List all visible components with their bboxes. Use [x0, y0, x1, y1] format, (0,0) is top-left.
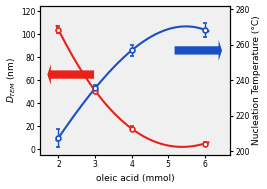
X-axis label: oleic acid (mmol): oleic acid (mmol) [96, 174, 175, 184]
Y-axis label: $D_{TEM}$ (nm): $D_{TEM}$ (nm) [6, 57, 18, 103]
Y-axis label: Nucleation Temperature (°C): Nucleation Temperature (°C) [252, 15, 261, 145]
